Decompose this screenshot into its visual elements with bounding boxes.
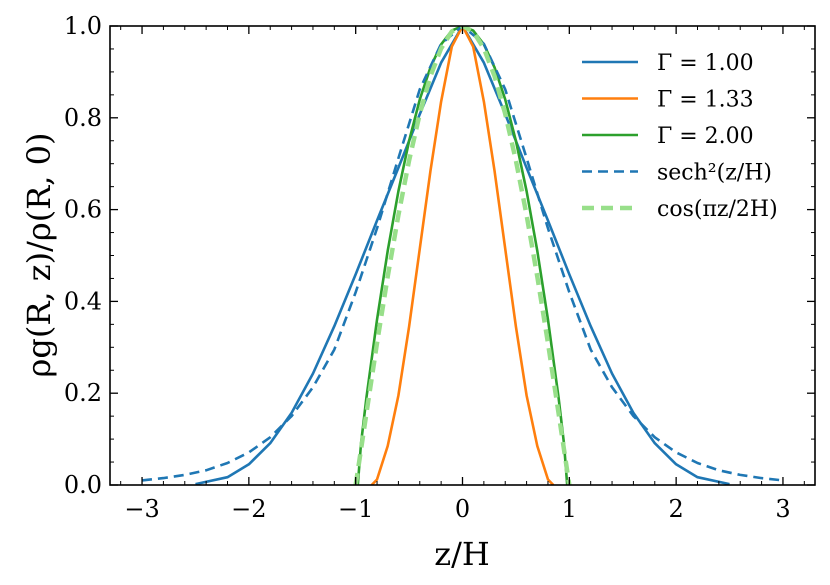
ticks-layer: −3 −2 −1 0 1 2 3 0.0 0.2 0.4 0.6 0.8 1.0	[64, 12, 815, 523]
series-layer	[141, 26, 784, 485]
legend-label-0: Γ = 1.00	[657, 51, 754, 76]
legend-label-4: cos(πz/2H)	[657, 197, 778, 222]
x-axis-label: z/H	[434, 535, 490, 573]
x-tick-label: 2	[668, 495, 683, 523]
x-tick-label: −3	[124, 495, 159, 523]
series-line-4	[353, 26, 572, 485]
y-tick-label: 0.2	[64, 379, 102, 407]
x-tick-label: 3	[775, 495, 790, 523]
legend: Γ = 1.00 Γ = 1.33 Γ = 2.00 sech²(z/H) cos(πz…	[582, 51, 778, 222]
legend-label-2: Γ = 2.00	[657, 124, 754, 149]
x-tick-label: 1	[562, 495, 577, 523]
series-line-1	[370, 26, 555, 485]
x-tick-label: −1	[338, 495, 373, 523]
legend-label-1: Γ = 1.33	[657, 88, 754, 113]
series-line-2	[356, 26, 569, 485]
y-tick-label: 0.0	[64, 471, 102, 499]
y-tick-label: 0.6	[64, 196, 102, 224]
y-tick-label: 0.8	[64, 104, 102, 132]
y-axis-label: ρg(R, z)/ρ(R, 0)	[20, 133, 58, 378]
y-tick-label: 1.0	[64, 12, 102, 40]
series-line-0	[195, 26, 730, 485]
y-tick-label: 0.4	[64, 287, 102, 315]
x-tick-label: 0	[455, 495, 470, 523]
x-tick-label: −2	[231, 495, 266, 523]
legend-label-3: sech²(z/H)	[657, 161, 772, 186]
